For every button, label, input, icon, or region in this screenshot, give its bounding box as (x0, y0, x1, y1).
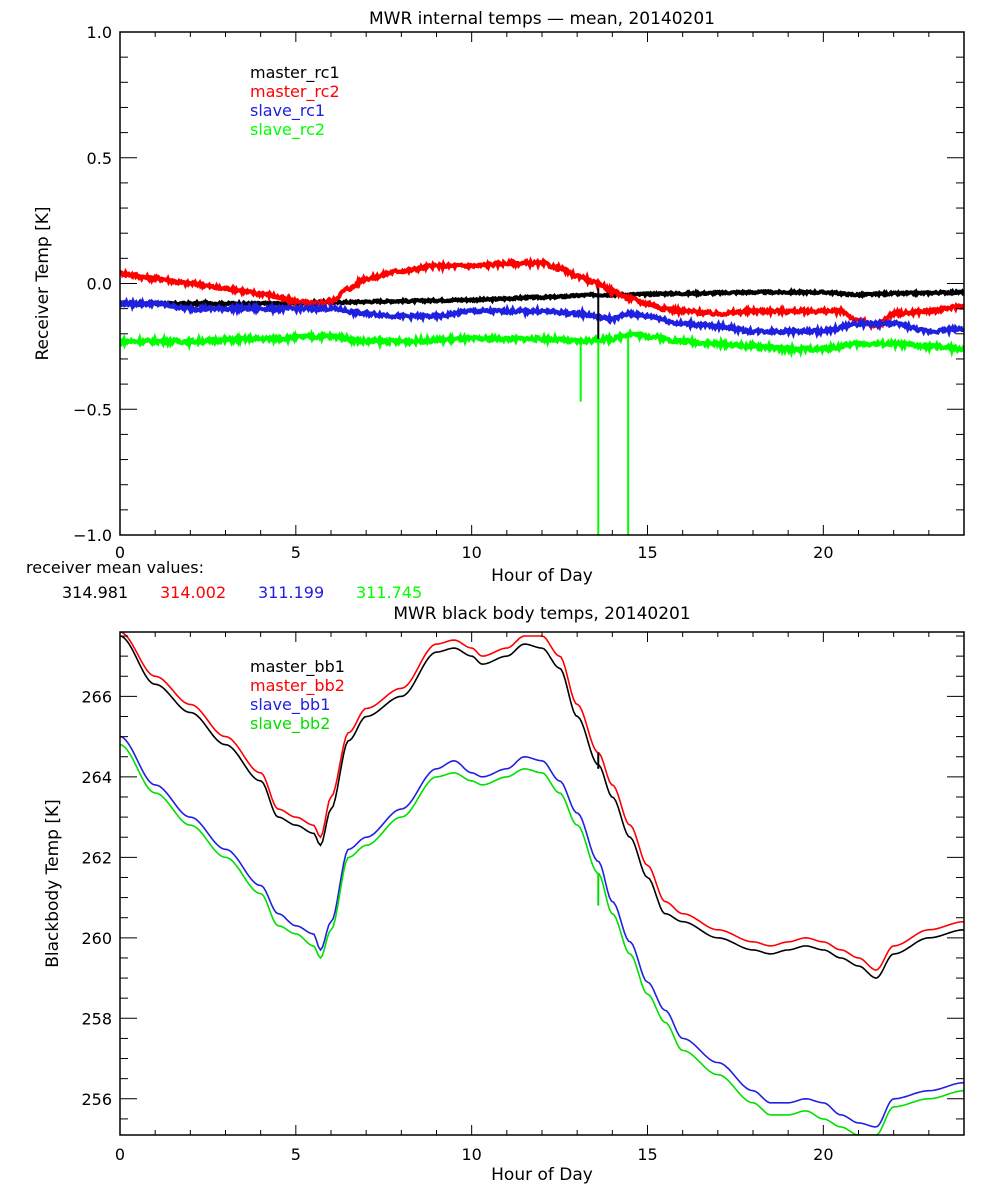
legend-item-slave_bb1: slave_bb1 (250, 695, 330, 715)
chart-title: MWR black body temps, 20140201 (393, 604, 690, 624)
chart-1: MWR internal temps — mean, 20140201 0 5 10 1… (33, 9, 965, 586)
y-tick-label: 256 (81, 1090, 112, 1109)
y-tick-label: −0.5 (73, 400, 112, 419)
chart-title: MWR internal temps — mean, 20140201 (369, 9, 715, 29)
legend-item-slave_bb2: slave_bb2 (250, 714, 330, 734)
x-tick-label: 20 (813, 1145, 833, 1164)
y-tick-label: 0.5 (87, 149, 112, 168)
y-tick-label: 266 (81, 687, 112, 706)
plot-frame (119, 631, 965, 1136)
series-line-slave_bb2 (120, 743, 964, 1135)
x-tick-label: 15 (637, 1145, 657, 1164)
series-line-master_rc1 (120, 287, 964, 310)
y-tick-label: 260 (81, 929, 112, 948)
x-axis-label: Hour of Day (491, 566, 593, 586)
series-line-slave_rc2 (120, 327, 964, 359)
legend-item-slave_rc1: slave_rc1 (250, 101, 325, 121)
series-line-slave_bb1 (120, 735, 964, 1128)
legend-item-master_bb1: master_bb1 (250, 657, 345, 677)
receiver-mean-value: 311.199 (258, 583, 324, 602)
receiver-mean-label: receiver mean values: (26, 558, 204, 577)
x-tick-label: 20 (813, 543, 833, 562)
x-tick-label: 10 (461, 1145, 481, 1164)
y-tick-label: 262 (81, 848, 112, 867)
y-axis-label: Blackbody Temp [K] (43, 799, 63, 968)
series-line-master_bb2 (120, 632, 964, 971)
series-line-slave_rc1 (120, 296, 964, 340)
receiver-mean-value: 314.981 (62, 583, 128, 602)
x-tick-label: 5 (291, 543, 301, 562)
y-tick-label: 264 (81, 768, 112, 787)
legend-item-master_bb2: master_bb2 (250, 676, 345, 696)
legend-item-master_rc1: master_rc1 (250, 63, 340, 83)
y-tick-label: 0.0 (87, 275, 112, 294)
y-axis-label: Receiver Temp [K] (33, 206, 53, 360)
x-tick-label: 0 (115, 1145, 125, 1164)
receiver-mean-value: 311.745 (356, 583, 422, 602)
chart-2: MWR black body temps, 20140201 0 5 10 15 20 Ho… (43, 604, 965, 1185)
y-tick-label: −1.0 (73, 526, 112, 545)
plot-area (120, 256, 964, 535)
x-tick-label: 15 (637, 543, 657, 562)
y-tick-label: 258 (81, 1009, 112, 1028)
series-line-master_rc2 (120, 256, 964, 332)
x-tick-label: 5 (291, 1145, 301, 1164)
receiver-mean-value: 314.002 (160, 583, 226, 602)
x-axis-label: Hour of Day (491, 1165, 593, 1185)
legend-item-master_rc2: master_rc2 (250, 82, 340, 102)
series-line-master_bb1 (120, 635, 964, 979)
x-tick-label: 10 (461, 543, 481, 562)
plot-area (120, 632, 964, 1135)
legend-item-slave_rc2: slave_rc2 (250, 120, 325, 140)
plot-frame (119, 31, 965, 536)
y-tick-label: 1.0 (87, 23, 112, 42)
x-tick-label: 0 (115, 543, 125, 562)
